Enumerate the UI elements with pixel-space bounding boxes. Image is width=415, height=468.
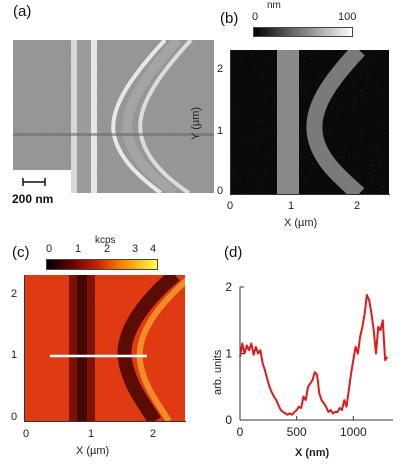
d-ytick-2: 2: [225, 280, 232, 294]
colorbar-c-t4: 4: [150, 243, 157, 255]
c-xtick-2: 2: [150, 428, 157, 440]
panel-a-label: (a): [13, 3, 32, 20]
d-xtick-1: 500: [287, 425, 307, 439]
colorbar-b: [253, 27, 353, 37]
b-xtick-2: 2: [354, 200, 361, 212]
panel-c-label: (c): [12, 244, 30, 261]
b-ytick-0: 0: [217, 185, 224, 197]
b-xtick-0: 0: [227, 200, 234, 212]
colorbar-c-t2: 2: [104, 243, 111, 255]
b-xtick-1: 1: [288, 200, 295, 212]
b-xlabel: X (µm): [284, 217, 318, 229]
b-ytick-1: 1: [217, 125, 224, 137]
afm-image: [231, 50, 389, 194]
sem-image: [13, 40, 214, 193]
d-xtick-2: 1000: [340, 425, 367, 439]
c-xtick-0: 0: [23, 428, 30, 440]
d-xlabel: X (nm): [295, 447, 330, 459]
colorbar-c-t1: 1: [75, 243, 82, 255]
d-ytick-1: 1: [225, 347, 232, 361]
d-xtick-0: 0: [237, 425, 244, 439]
colorbar-c-unit: kcps: [95, 235, 116, 246]
series-line-0: [239, 294, 389, 416]
c-ytick-2: 2: [11, 288, 18, 300]
colorbar-b-min: 0: [252, 11, 259, 23]
colorbar-b-max: 100: [338, 11, 357, 23]
afm-image-graphic: [231, 50, 389, 194]
sem-image-graphic: [13, 40, 214, 193]
fluorescence-map-graphic: [25, 275, 185, 421]
panel-d-label: (d): [224, 244, 243, 261]
colorbar-b-unit: nm: [267, 0, 281, 11]
scale-bar-label: 200 nm: [12, 192, 54, 206]
colorbar-c-t3: 3: [132, 243, 139, 255]
c-xlabel: X (µm): [76, 445, 110, 457]
d-ylabel: arb. units: [212, 349, 224, 395]
panel-b-label: (b): [220, 10, 239, 27]
b-ytick-2: 2: [217, 63, 224, 75]
colorbar-c-t0: 0: [46, 243, 53, 255]
colorbar-c: [46, 259, 158, 270]
fluorescence-map: [25, 275, 185, 421]
c-ytick-0: 0: [11, 411, 18, 423]
c-xtick-1: 1: [88, 428, 95, 440]
d-ytick-0: 0: [225, 413, 232, 427]
c-ytick-1: 1: [11, 349, 18, 361]
